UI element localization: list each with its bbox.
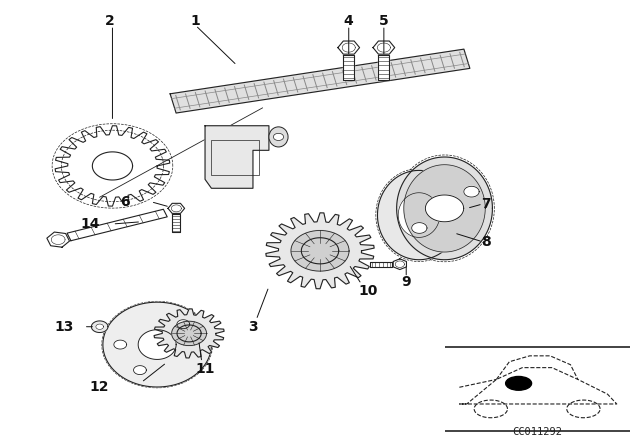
Polygon shape [343,55,354,80]
Polygon shape [55,126,170,206]
Text: 3: 3 [248,320,258,334]
Polygon shape [114,340,127,349]
Polygon shape [373,41,395,54]
Polygon shape [301,238,339,264]
Polygon shape [168,203,184,213]
Polygon shape [404,165,485,252]
Polygon shape [138,330,176,359]
Polygon shape [172,214,180,232]
Text: 13: 13 [55,320,74,334]
Text: 8: 8 [481,235,491,249]
Polygon shape [378,170,461,260]
Polygon shape [378,55,389,80]
Polygon shape [154,309,224,358]
Circle shape [273,134,284,141]
Text: 4: 4 [344,14,354,28]
Polygon shape [205,126,269,188]
Polygon shape [338,41,360,54]
Polygon shape [47,232,70,247]
Polygon shape [172,321,207,345]
Polygon shape [96,324,104,329]
Polygon shape [67,209,167,241]
Polygon shape [370,262,392,267]
Text: 6: 6 [120,195,130,209]
Text: 10: 10 [358,284,378,298]
Polygon shape [464,186,479,197]
Text: 14: 14 [81,217,100,231]
Polygon shape [412,223,427,233]
Text: 9: 9 [401,275,411,289]
Text: 5: 5 [379,14,388,28]
Ellipse shape [269,127,288,147]
Polygon shape [134,366,147,375]
Text: 2: 2 [104,14,114,28]
Polygon shape [92,321,108,332]
Polygon shape [426,195,464,222]
Text: 11: 11 [195,362,215,376]
Polygon shape [266,213,374,289]
Text: 7: 7 [481,197,491,211]
Polygon shape [92,152,132,180]
Polygon shape [177,320,189,329]
Polygon shape [398,193,440,237]
Polygon shape [103,302,211,387]
Text: 12: 12 [90,380,109,394]
Text: 1: 1 [191,14,200,28]
Polygon shape [177,325,201,342]
Polygon shape [397,157,492,260]
Polygon shape [291,230,349,271]
Polygon shape [393,259,406,270]
Polygon shape [170,49,470,113]
